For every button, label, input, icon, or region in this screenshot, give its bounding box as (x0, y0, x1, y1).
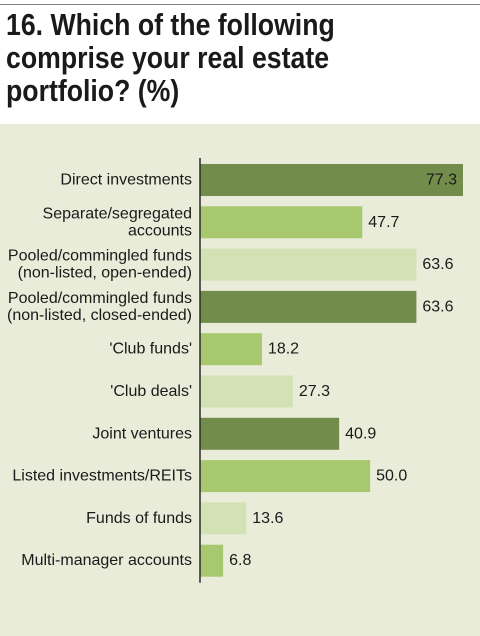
category-label: Pooled/commingled funds (8, 290, 192, 307)
chart-title: 16. Which of the following comprise your… (6, 8, 470, 107)
bar (200, 460, 371, 493)
bar-value-label: 63.6 (422, 256, 453, 273)
category-label: (non-listed, open-ended) (18, 265, 192, 282)
bar-value-label: 50.0 (376, 468, 407, 485)
top-rule (0, 4, 480, 5)
category-label: 'Club deals' (110, 383, 192, 400)
category-label: Multi-manager accounts (21, 552, 192, 569)
bar (200, 206, 363, 239)
bar-value-label: 40.9 (345, 425, 376, 442)
bar-value-label: 27.3 (299, 383, 330, 400)
bar-value-label: 13.6 (252, 510, 283, 527)
category-label: Pooled/commingled funds (8, 248, 192, 265)
chart-title-line-2: comprise your real estate (6, 40, 330, 75)
category-label: (non-listed, closed-ended) (7, 307, 192, 324)
bar (200, 333, 262, 366)
bar (200, 375, 293, 408)
bar (200, 502, 247, 535)
bar (200, 544, 224, 577)
bar-value-label: 63.6 (422, 298, 453, 315)
category-label: Joint ventures (92, 425, 192, 442)
category-label: Separate/segregated (43, 205, 192, 222)
bar-value-label: 6.8 (229, 552, 251, 569)
value-labels-layer: 77.3 47.7 63.6 63.6 18.2 27.3 40.9 50.0 13.6 6.8 (229, 172, 457, 570)
category-labels-layer: Direct investments Separate/segregatedacc… (7, 172, 192, 570)
bar-value-label: 47.7 (368, 214, 399, 231)
bar (200, 290, 417, 323)
bar (200, 248, 417, 281)
category-label: 'Club funds' (109, 341, 192, 358)
category-label: Listed investments/REITs (12, 468, 192, 485)
bar (200, 417, 340, 450)
category-label: Direct investments (60, 172, 192, 189)
category-label: accounts (128, 222, 192, 239)
chart-title-line-1: 16. Which of the following (6, 7, 335, 42)
bar-value-label: 77.3 (426, 172, 457, 189)
bar-value-label: 18.2 (268, 341, 299, 358)
bar-chart: Direct investments Separate/segregatedacc… (7, 158, 463, 583)
bars-layer (200, 164, 463, 577)
chart-title-line-3: portfolio? (%) (6, 73, 180, 108)
bar (200, 164, 463, 196)
category-label: Funds of funds (86, 510, 192, 527)
